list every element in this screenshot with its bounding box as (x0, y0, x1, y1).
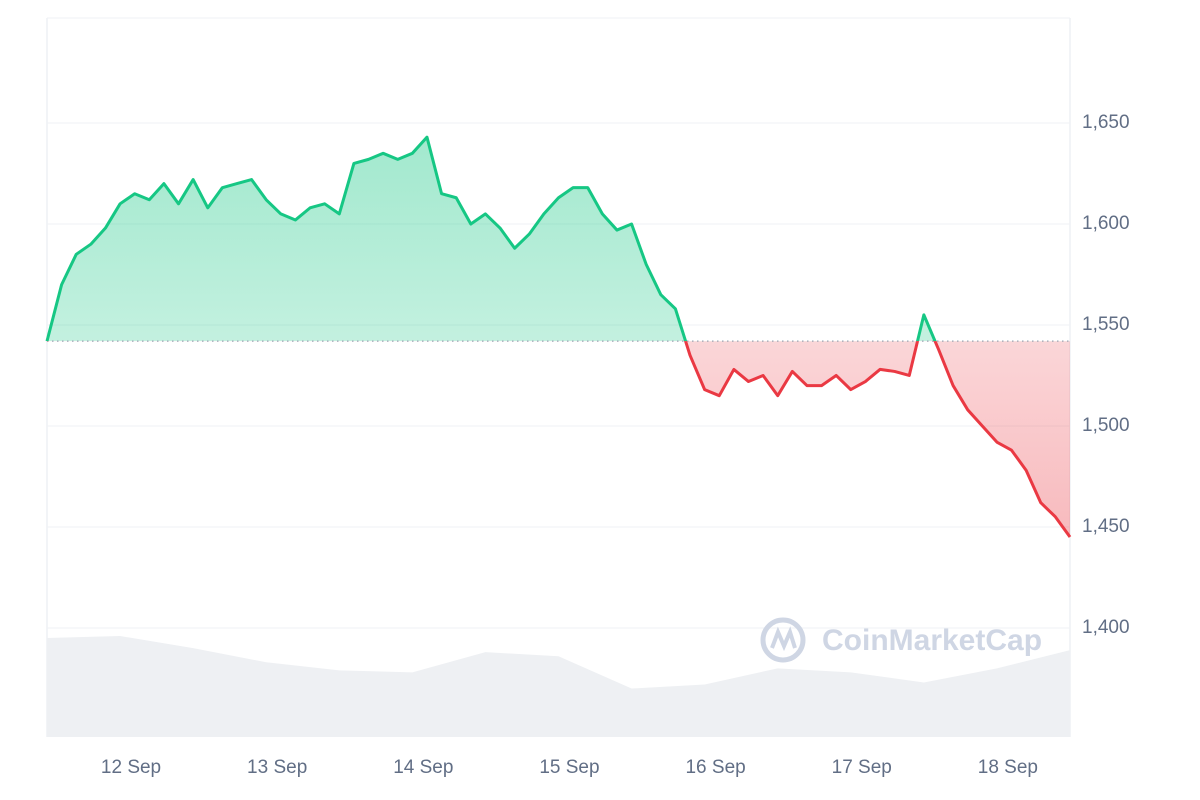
watermark-text: CoinMarketCap (822, 624, 1042, 657)
x-tick-label: 16 Sep (685, 757, 745, 778)
y-tick-label: 1,450 (1082, 516, 1130, 537)
x-tick-label: 17 Sep (832, 757, 892, 778)
volume-area (47, 636, 1070, 737)
area-up (47, 137, 1070, 342)
x-tick-label: 13 Sep (247, 757, 307, 778)
y-tick-label: 1,400 (1082, 617, 1130, 638)
x-tick-label: 15 Sep (539, 757, 599, 778)
price-line-down (47, 341, 1072, 538)
y-tick-label: 1,550 (1082, 314, 1130, 335)
price-line-up (45, 135, 937, 342)
x-tick-label: 14 Sep (393, 757, 453, 778)
x-tick-label: 18 Sep (978, 757, 1038, 778)
area-down (685, 341, 1070, 538)
x-tick-label: 12 Sep (101, 757, 161, 778)
y-tick-label: 1,650 (1082, 112, 1130, 133)
y-tick-label: 1,500 (1082, 415, 1130, 436)
y-tick-label: 1,600 (1082, 213, 1130, 234)
watermark: CoinMarketCap (760, 617, 1042, 663)
